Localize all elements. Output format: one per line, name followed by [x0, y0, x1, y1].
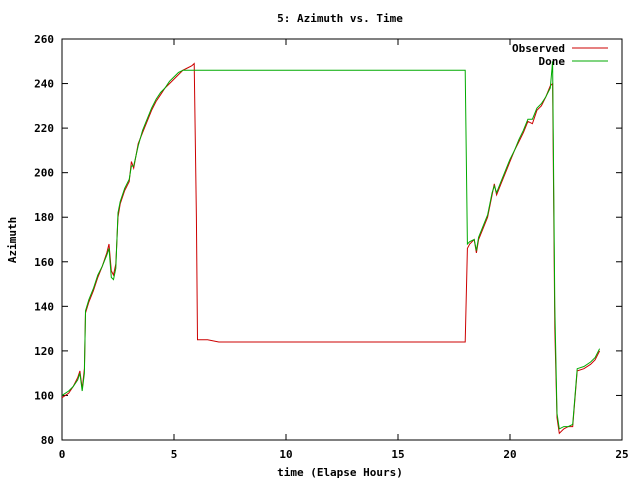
y-tick-label: 160: [34, 256, 54, 269]
y-tick-label: 260: [34, 33, 54, 46]
y-axis: 80 100 120 140 160 180 200 220 240 260: [34, 33, 622, 447]
x-axis-label: time (Elapse Hours): [277, 466, 403, 479]
x-axis: 0 5 10 15 20 25: [59, 39, 629, 461]
legend-label-done: Done: [539, 55, 566, 68]
x-tick-label: 25: [615, 448, 628, 461]
y-tick-label: 240: [34, 78, 54, 91]
y-tick-label: 200: [34, 167, 54, 180]
x-tick-label: 20: [503, 448, 516, 461]
y-tick-label: 140: [34, 300, 54, 313]
chart-title: 5: Azimuth vs. Time: [277, 12, 403, 25]
series-line-done: [61, 61, 601, 430]
series-line-observed: [61, 62, 601, 435]
legend-label-observed: Observed: [512, 42, 565, 55]
y-tick-label: 100: [34, 389, 54, 402]
x-tick-label: 15: [391, 448, 404, 461]
y-axis-label: Azimuth: [6, 217, 19, 263]
series-layer: [61, 61, 601, 435]
plot-frame: [61, 38, 623, 441]
y-tick-label: 120: [34, 345, 54, 358]
x-tick-label: 0: [59, 448, 66, 461]
y-tick-label: 220: [34, 122, 54, 135]
x-tick-label: 5: [171, 448, 178, 461]
y-tick-label: 180: [34, 211, 54, 224]
y-tick-label: 80: [41, 434, 54, 447]
x-tick-label: 10: [279, 448, 292, 461]
